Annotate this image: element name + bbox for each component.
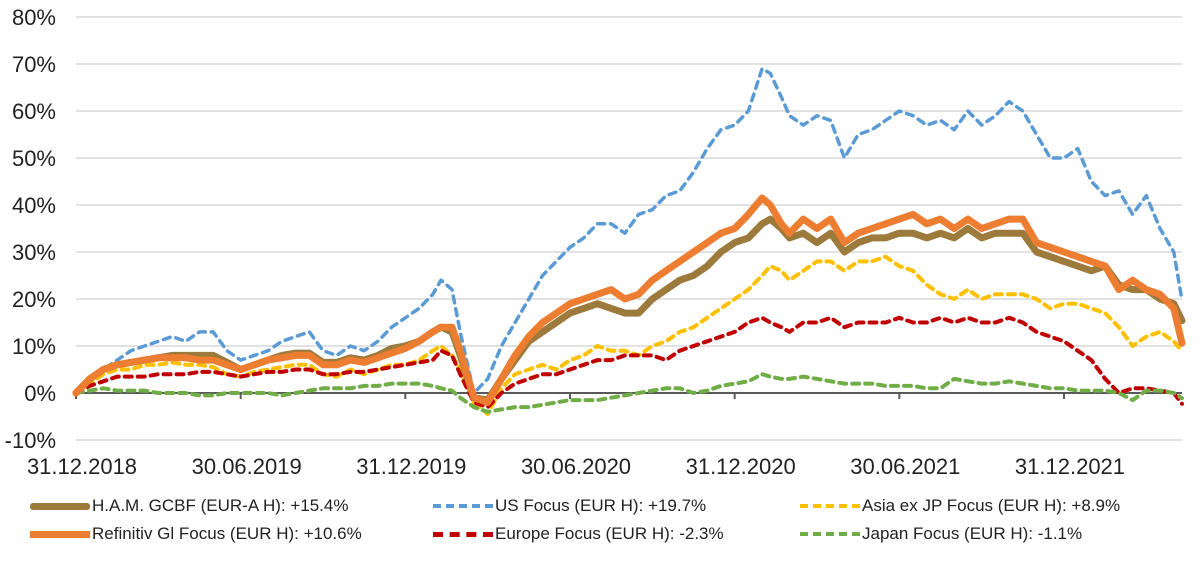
x-tick-label: 31.12.2020 <box>686 454 796 479</box>
legend-item-us-focus: US Focus (EUR H): +19.7% <box>433 496 706 516</box>
y-tick-label: 30% <box>12 240 56 265</box>
legend-swatch-dashed-red <box>433 531 493 537</box>
legend-swatch-dashed-blue <box>433 504 493 508</box>
legend-label: US Focus (EUR H): +19.7% <box>495 496 707 515</box>
series-lines <box>72 66 1186 417</box>
legend-swatch-solid-brown <box>30 502 90 510</box>
y-tick-label: 50% <box>12 146 56 171</box>
series-line-h-a-m-gcbf-eur-a-h <box>72 215 1186 404</box>
y-tick-label: 40% <box>12 193 56 218</box>
series-line-europe-focus-eur-h <box>74 315 1184 410</box>
legend-label: Japan Focus (EUR H): -1.1% <box>862 524 1083 543</box>
series-line-asia-ex-jp-focus-eur-h <box>74 254 1184 417</box>
legend-swatch-solid-orange <box>30 530 90 538</box>
legend-swatch-dashed-yellow <box>800 504 860 508</box>
x-tick-label: 30.06.2019 <box>192 454 302 479</box>
x-tick-label: 30.06.2021 <box>850 454 960 479</box>
x-tick-label: 31.12.2021 <box>1015 454 1125 479</box>
series-line-refinitiv-gl-focus-eur-h <box>72 194 1186 406</box>
legend-swatch-dashed-green <box>800 532 860 536</box>
legend-item-japan-focus: Japan Focus (EUR H): -1.1% <box>800 524 1082 544</box>
gridlines <box>76 16 1182 441</box>
legend-item-asia-ex-jp-focus: Asia ex JP Focus (EUR H): +8.9% <box>800 496 1120 516</box>
legend-label: Asia ex JP Focus (EUR H): +8.9% <box>862 496 1121 515</box>
y-tick-label: -10% <box>5 428 56 453</box>
y-tick-label: 60% <box>12 99 56 124</box>
legend: H.A.M. GCBF (EUR-A H): +15.4% US Focus (… <box>0 488 1199 558</box>
y-tick-label: 20% <box>12 287 56 312</box>
legend-item-ham-gcbf: H.A.M. GCBF (EUR-A H): +15.4% <box>30 496 348 516</box>
line-chart: -10% 0% 10% 20% 30% 40% 50% 60% 70% 80% 31.12.201… <box>5 5 1186 479</box>
x-axis-labels: 31.12.2018 30.06.2019 31.12.2019 30.06.2020… <box>27 454 1125 479</box>
legend-label: Europe Focus (EUR H): -2.3% <box>495 524 724 543</box>
y-axis-labels: -10% 0% 10% 20% 30% 40% 50% 60% 70% 80% <box>5 5 56 453</box>
y-tick-label: 0% <box>24 381 56 406</box>
x-tick-label: 31.12.2018 <box>27 454 137 479</box>
x-tick-label: 31.12.2019 <box>356 454 466 479</box>
y-tick-label: 80% <box>12 5 56 30</box>
legend-label: Refinitiv Gl Focus (EUR H): +10.6% <box>92 524 362 543</box>
legend-item-refinitiv-gl-focus: Refinitiv Gl Focus (EUR H): +10.6% <box>30 524 362 544</box>
y-tick-label: 10% <box>12 334 56 359</box>
series-line-japan-focus-eur-h <box>74 372 1184 414</box>
x-tick-label: 30.06.2020 <box>521 454 631 479</box>
y-tick-label: 70% <box>12 52 56 77</box>
series-line-us-focus-eur-h <box>74 66 1184 395</box>
legend-label: H.A.M. GCBF (EUR-A H): +15.4% <box>92 496 349 515</box>
legend-item-europe-focus: Europe Focus (EUR H): -2.3% <box>433 524 724 544</box>
